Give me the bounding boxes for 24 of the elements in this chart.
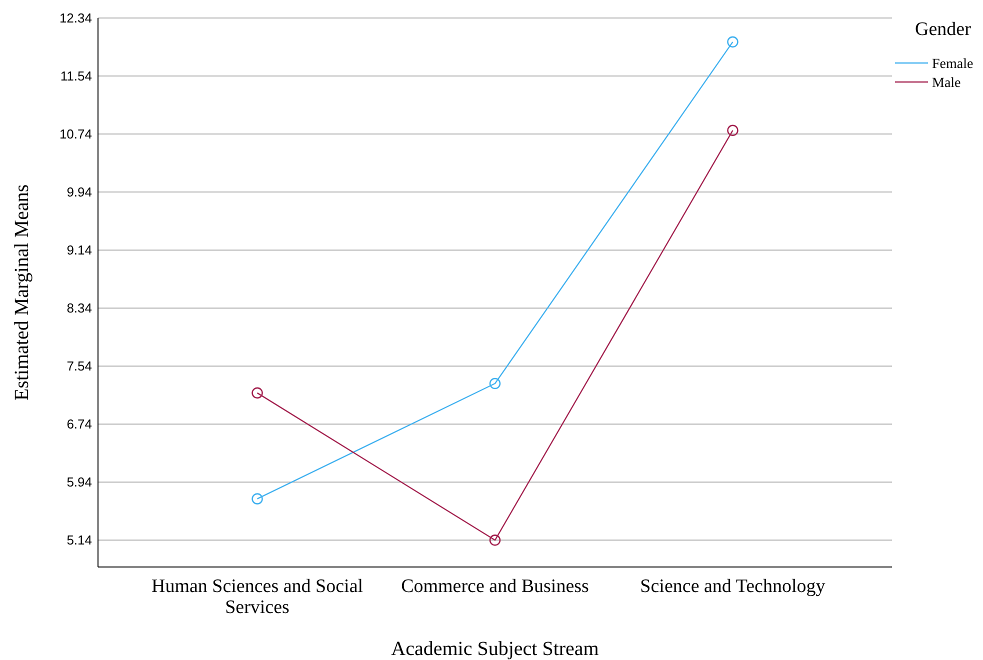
y-tick-label: 9.14 [66,242,92,258]
point [489,378,501,390]
point [727,36,738,48]
point [252,387,263,399]
y-tick-label: 5.94 [66,474,92,490]
x-tick-label: Human Sciences and Social Services [151,576,364,618]
y-tick-label: 11.54 [60,68,92,84]
y-axis-title: Estimated Marginal Means [11,184,33,401]
x-tick-label: Commerce and Business [401,576,589,597]
point [489,534,501,546]
x-axis-title: Academic Subject Stream [391,638,600,660]
legend-label: Male [932,76,961,91]
y-tick-label: 12.34 [59,10,92,26]
x-tick-label: Science and Technology [640,576,826,597]
y-tick-label: 5.14 [66,532,92,548]
y-tick-label: 9.94 [66,184,92,200]
y-tick-label: 6.74 [66,416,92,432]
point [727,124,738,136]
y-tick-label: 7.54 [66,358,92,374]
legend-title: Gender [915,19,972,40]
point [252,493,263,504]
y-tick-label: 10.74 [59,126,92,142]
legend-label: Female [932,56,974,72]
y-tick-label: 8.34 [66,300,92,316]
